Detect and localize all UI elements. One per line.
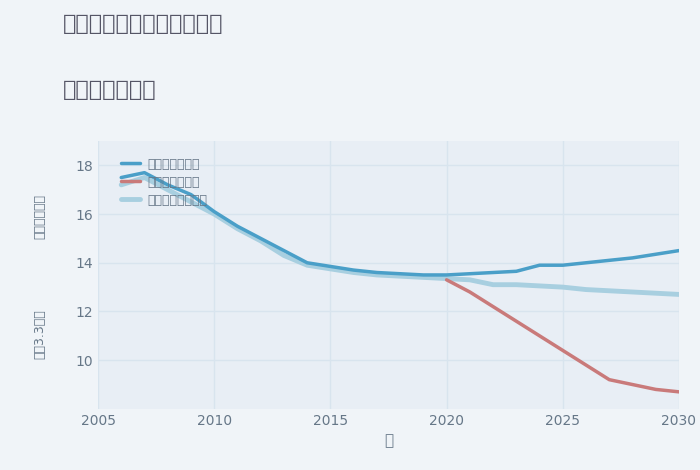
ノーマルシナリオ (419, 274, 428, 280)
バッドシナリオ (675, 389, 683, 395)
ノーマルシナリオ (536, 283, 544, 289)
グッドシナリオ (187, 192, 195, 197)
グッドシナリオ (303, 260, 312, 266)
ノーマルシナリオ (629, 289, 637, 295)
ノーマルシナリオ (605, 288, 613, 294)
グッドシナリオ (536, 262, 544, 268)
ノーマルシナリオ (280, 253, 288, 258)
ノーマルシナリオ (164, 187, 172, 193)
グッドシナリオ (442, 272, 451, 278)
ノーマルシナリオ (233, 226, 242, 232)
グッドシナリオ (605, 258, 613, 263)
グッドシナリオ (117, 175, 125, 180)
ノーマルシナリオ (442, 276, 451, 282)
バッドシナリオ (489, 304, 497, 309)
グッドシナリオ (140, 170, 148, 175)
ノーマルシナリオ (652, 290, 660, 296)
グッドシナリオ (466, 271, 474, 276)
バッドシナリオ (442, 277, 451, 282)
ノーマルシナリオ (117, 182, 125, 188)
バッドシナリオ (466, 289, 474, 295)
グッドシナリオ (419, 272, 428, 278)
バッドシナリオ (559, 348, 567, 353)
グッドシナリオ (396, 271, 405, 276)
ノーマルシナリオ (210, 211, 218, 217)
Line: バッドシナリオ: バッドシナリオ (447, 280, 679, 392)
Text: 単価（万円）: 単価（万円） (34, 194, 46, 238)
バッドシナリオ (652, 387, 660, 392)
グッドシナリオ (582, 260, 590, 266)
ノーマルシナリオ (372, 272, 381, 278)
グッドシナリオ (164, 182, 172, 188)
ノーマルシナリオ (187, 199, 195, 205)
Text: 三重県津市白山町伊勢見の: 三重県津市白山町伊勢見の (63, 14, 223, 34)
ノーマルシナリオ (512, 282, 521, 288)
ノーマルシナリオ (256, 238, 265, 243)
Line: ノーマルシナリオ: ノーマルシナリオ (121, 178, 679, 294)
グッドシナリオ (349, 267, 358, 273)
グッドシナリオ (512, 268, 521, 274)
Text: 坪（3.3㎡）: 坪（3.3㎡） (34, 309, 46, 359)
グッドシナリオ (559, 262, 567, 268)
バッドシナリオ (536, 333, 544, 339)
ノーマルシナリオ (582, 287, 590, 292)
グッドシナリオ (326, 264, 335, 269)
ノーマルシナリオ (559, 284, 567, 290)
Legend: グッドシナリオ, バッドシナリオ, ノーマルシナリオ: グッドシナリオ, バッドシナリオ, ノーマルシナリオ (116, 153, 212, 212)
グッドシナリオ (210, 209, 218, 214)
グッドシナリオ (280, 248, 288, 253)
ノーマルシナリオ (489, 282, 497, 288)
ノーマルシナリオ (396, 274, 405, 279)
ノーマルシナリオ (140, 175, 148, 180)
グッドシナリオ (372, 270, 381, 275)
X-axis label: 年: 年 (384, 433, 393, 448)
ノーマルシナリオ (466, 277, 474, 282)
グッドシナリオ (256, 235, 265, 241)
バッドシナリオ (512, 318, 521, 324)
グッドシナリオ (675, 248, 683, 253)
ノーマルシナリオ (326, 266, 335, 272)
バッドシナリオ (629, 382, 637, 387)
ノーマルシナリオ (675, 291, 683, 297)
グッドシナリオ (629, 255, 637, 261)
Text: 土地の価格推移: 土地の価格推移 (63, 80, 157, 100)
ノーマルシナリオ (303, 262, 312, 268)
バッドシナリオ (582, 362, 590, 368)
グッドシナリオ (489, 270, 497, 275)
ノーマルシナリオ (349, 270, 358, 275)
Line: グッドシナリオ: グッドシナリオ (121, 172, 679, 275)
グッドシナリオ (652, 251, 660, 257)
グッドシナリオ (233, 223, 242, 229)
バッドシナリオ (605, 377, 613, 383)
